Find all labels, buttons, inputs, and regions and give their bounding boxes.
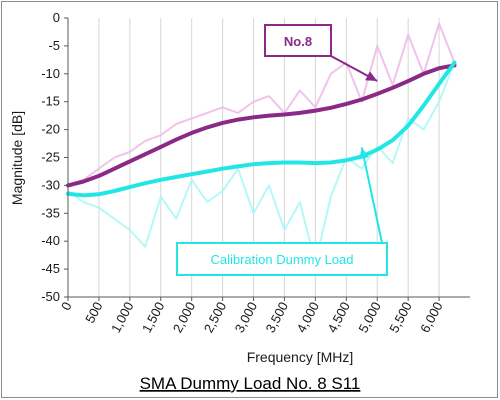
plot-area [66, 22, 457, 265]
no8-trend-line [66, 63, 457, 188]
x-tick-label: 2,500 [201, 299, 230, 335]
x-tick-label: 3,000 [232, 299, 261, 335]
y-tick-label: -30 [41, 177, 60, 192]
y-tick-label: -45 [41, 261, 60, 276]
no8-callout-arrowhead [365, 71, 378, 82]
y-axis-title: Magnitude [dB] [9, 111, 25, 205]
x-tick-label: 1,000 [108, 299, 137, 335]
no8-callout-label: No.8 [284, 34, 312, 49]
x-tick-label: 5,000 [355, 299, 384, 335]
x-tick-label: 6,000 [417, 299, 446, 335]
y-tick-label: -20 [41, 122, 60, 137]
x-axis-title: Frequency [MHz] [247, 349, 354, 365]
x-tick-label: 0 [58, 299, 75, 312]
x-tick-label: 2,000 [170, 299, 199, 335]
x-tick-label: 3,500 [263, 299, 292, 335]
x-tick-label: 500 [82, 299, 105, 325]
calibration-callout-box [176, 242, 388, 276]
x-tick-label: 4,000 [294, 299, 323, 335]
chart-title: SMA Dummy Load No. 8 S11 [140, 374, 361, 393]
calibration-raw-line [67, 61, 456, 265]
calibration-callout-label: Calibration Dummy Load [210, 252, 353, 267]
calibration-trend-line [66, 60, 457, 198]
x-tick-label: 1,500 [139, 299, 168, 335]
y-tick-label: 0 [53, 10, 60, 25]
calibration-callout-arrowhead [359, 147, 369, 160]
y-tick-label: -35 [41, 205, 60, 220]
y-tick-label: -5 [48, 38, 60, 53]
annotations: No.8 Calibration Dummy Load [176, 24, 388, 276]
y-tick-label: -25 [41, 150, 60, 165]
x-tick-label: 5,500 [386, 299, 415, 335]
x-tick-label: 4,500 [324, 299, 353, 335]
y-tick-label: -15 [41, 94, 60, 109]
no8-raw-line [67, 22, 456, 187]
calibration-callout-leader [360, 147, 383, 244]
y-tick-label: -40 [41, 233, 60, 248]
y-tick-label: -10 [41, 66, 60, 81]
y-tick-label: -50 [41, 289, 60, 304]
no8-callout-box [264, 24, 332, 57]
